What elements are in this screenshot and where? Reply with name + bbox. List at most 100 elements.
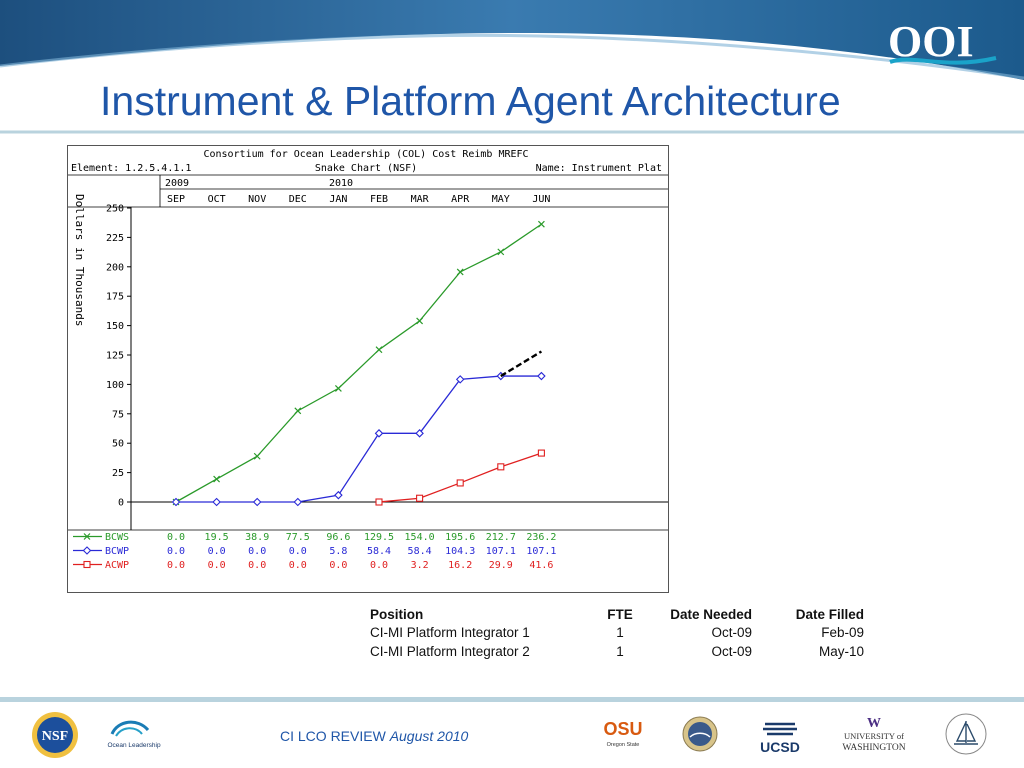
y-axis-label: Dollars in Thousands (73, 194, 86, 326)
y-tick-label: 225 (106, 233, 124, 244)
x-tick-label: APR (451, 194, 470, 205)
y-tick-label: 250 (106, 204, 124, 215)
chart-name-label: Name: Instrument Plat (536, 163, 662, 174)
whoi-logo (945, 713, 987, 755)
table-cell: CI-MI Platform Integrator 1 (370, 625, 530, 640)
data-point-bcws (294, 407, 302, 415)
data-label-acwp: 41.6 (529, 560, 553, 571)
y-tick-label: 50 (112, 439, 124, 450)
data-point-bcwp (171, 497, 181, 507)
data-label-bcws: 195.6 (445, 532, 475, 543)
data-point-acwp (375, 498, 383, 506)
osu-logo-text: OSU (603, 719, 642, 739)
table-cell: Feb-09 (821, 625, 864, 640)
table-cell: May-10 (818, 644, 864, 659)
data-label-bcwp: 0.0 (289, 546, 307, 557)
snake-chart: Consortium for Ocean Leadership (COL) Co… (67, 145, 669, 593)
data-point-acwp (497, 463, 505, 471)
data-point-bcwp (252, 497, 262, 507)
x-tick-label: MAY (492, 194, 510, 205)
legend-marker-bcws (83, 533, 91, 540)
data-label-acwp: 0.0 (167, 560, 185, 571)
footer-divider (0, 697, 1024, 702)
data-label-bcws: 0.0 (167, 532, 185, 543)
data-point-bcwp (455, 375, 465, 384)
seal-logo (682, 716, 718, 752)
series-line-bcwp (176, 375, 542, 503)
chart-svg: Consortium for Ocean Leadership (COL) Co… (68, 149, 668, 571)
data-point-bcws (253, 452, 261, 460)
data-label-bcwp: 58.4 (367, 546, 391, 557)
data-label-bcwp: 0.0 (248, 546, 266, 557)
data-point-bcwp (374, 429, 384, 438)
data-point-bcwp (293, 497, 303, 507)
positions-header-date-needed: Date Needed (670, 607, 752, 622)
data-point-bcwp (334, 490, 343, 500)
ucsd-logo-text: UCSD (760, 739, 800, 755)
legend-label-bcws: BCWS (105, 532, 129, 543)
table-cell: 1 (616, 625, 624, 640)
data-label-bcws: 19.5 (205, 532, 229, 543)
data-label-acwp: 3.2 (411, 560, 429, 571)
chart-element-label: Element: 1.2.5.4.1.1 (71, 163, 191, 174)
data-point-bcws (213, 475, 221, 483)
legend-marker-bcwp (82, 546, 92, 555)
x-tick-label: JUN (532, 194, 550, 205)
y-tick-label: 75 (112, 409, 124, 420)
positions-header-date-filled: Date Filled (795, 607, 864, 622)
data-label-bcwp: 107.1 (486, 546, 516, 557)
projection-dashed-line (500, 350, 543, 378)
legend-label-acwp: ACWP (105, 560, 129, 571)
x-tick-label: NOV (248, 194, 266, 205)
data-label-acwp: 0.0 (329, 560, 347, 571)
data-point-acwp (537, 449, 545, 457)
y-tick-label: 25 (112, 468, 124, 479)
ocean-leadership-logo-text: Ocean Leadership (107, 742, 161, 749)
y-tick-label: 0 (118, 498, 124, 509)
x-tick-label: OCT (208, 194, 226, 205)
y-tick-label: 175 (106, 292, 124, 303)
ocean-leadership-logo: Ocean Leadership (107, 720, 161, 749)
osu-logo: OSU Oregon State (603, 719, 642, 748)
x-tick-label: MAR (411, 194, 430, 205)
data-point-acwp (416, 494, 424, 502)
y-tick-label: 150 (106, 321, 124, 332)
uw-logo-line1: UNIVERSITY of (844, 731, 904, 741)
table-cell: Oct-09 (711, 644, 752, 659)
data-point-bcws (456, 268, 464, 276)
data-label-bcws: 129.5 (364, 532, 394, 543)
data-label-bcws: 212.7 (486, 532, 516, 543)
osu-logo-subtext: Oregon State (607, 742, 640, 748)
year-label-2010: 2010 (329, 178, 353, 189)
table-row: CI-MI Platform Integrator 1 1 Oct-09 Feb… (370, 623, 864, 642)
table-cell: Oct-09 (711, 625, 752, 640)
data-point-bcws (497, 248, 505, 256)
legend-marker-acwp (83, 560, 91, 569)
data-point-bcws (375, 346, 383, 354)
data-label-bcwp: 104.3 (445, 546, 475, 557)
ucsd-logo: UCSD (760, 722, 800, 755)
data-label-bcwp: 58.4 (408, 546, 432, 557)
data-point-acwp (456, 479, 464, 487)
nsf-logo: NSF (32, 712, 78, 758)
data-label-acwp: 29.9 (489, 560, 513, 571)
x-tick-label: DEC (289, 194, 307, 205)
table-row: CI-MI Platform Integrator 2 1 Oct-09 May… (370, 642, 864, 661)
x-tick-label: JAN (329, 194, 347, 205)
y-tick-label: 200 (106, 262, 124, 273)
data-label-bcwp: 5.8 (329, 546, 347, 557)
positions-table: Position FTE Date Needed Date Filled CI-… (370, 606, 864, 661)
ooi-logo: OOI (888, 17, 997, 66)
y-tick-label: 125 (106, 351, 124, 362)
nsf-logo-text: NSF (42, 729, 68, 744)
y-tick-label: 100 (106, 380, 124, 391)
data-label-acwp: 0.0 (248, 560, 266, 571)
legend-label-bcwp: BCWP (105, 546, 129, 557)
positions-header-fte: FTE (607, 607, 633, 622)
table-cell: CI-MI Platform Integrator 2 (370, 644, 530, 659)
data-point-bcws (416, 317, 424, 325)
uw-logo-mark: W (867, 716, 881, 731)
series-line-acwp (378, 452, 542, 503)
data-label-bcwp: 0.0 (208, 546, 226, 557)
data-label-bcwp: 0.0 (167, 546, 185, 557)
